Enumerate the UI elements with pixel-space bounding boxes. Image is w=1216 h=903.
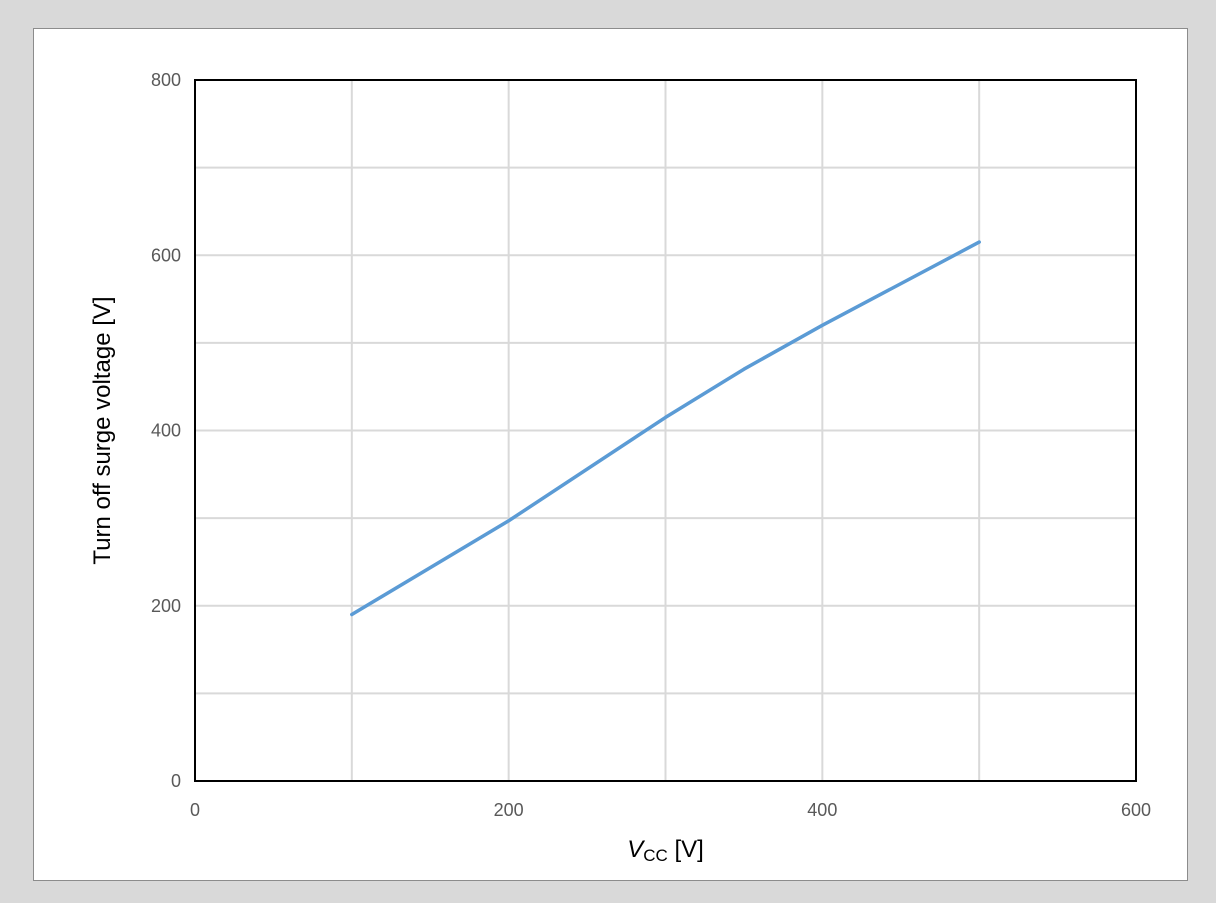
series-line-1: [350, 240, 981, 617]
gridlines: [195, 80, 1136, 781]
x-tick-label: 200: [494, 800, 524, 820]
x-tick-label: 600: [1121, 800, 1151, 820]
x-axis-title-subscript: CC: [643, 846, 668, 865]
x-tick-label: 0: [190, 800, 200, 820]
y-tick-label: 400: [151, 421, 181, 441]
series-layer: [350, 240, 981, 617]
y-axis-title: Turn off surge voltage [V]: [89, 296, 116, 564]
y-tick-label: 0: [171, 771, 181, 791]
x-axis-title: VCC [V]: [627, 836, 704, 865]
y-tick-label: 600: [151, 245, 181, 265]
x-axis-title-unit: [V]: [668, 836, 704, 863]
tick-labels: 0 200 400 600 0 200 400 600 800: [151, 70, 1151, 820]
line-chart: 0 200 400 600 0 200 400 600 800 VCC [V] Turn off…: [89, 70, 1151, 865]
chart-frame: 0 200 400 600 0 200 400 600 800 VCC [V] Turn off…: [33, 28, 1188, 881]
x-axis-title-main: V: [627, 836, 645, 863]
plot-area-border: [194, 79, 1137, 782]
y-tick-label: 200: [151, 596, 181, 616]
x-tick-label: 400: [807, 800, 837, 820]
y-tick-label: 800: [151, 70, 181, 90]
